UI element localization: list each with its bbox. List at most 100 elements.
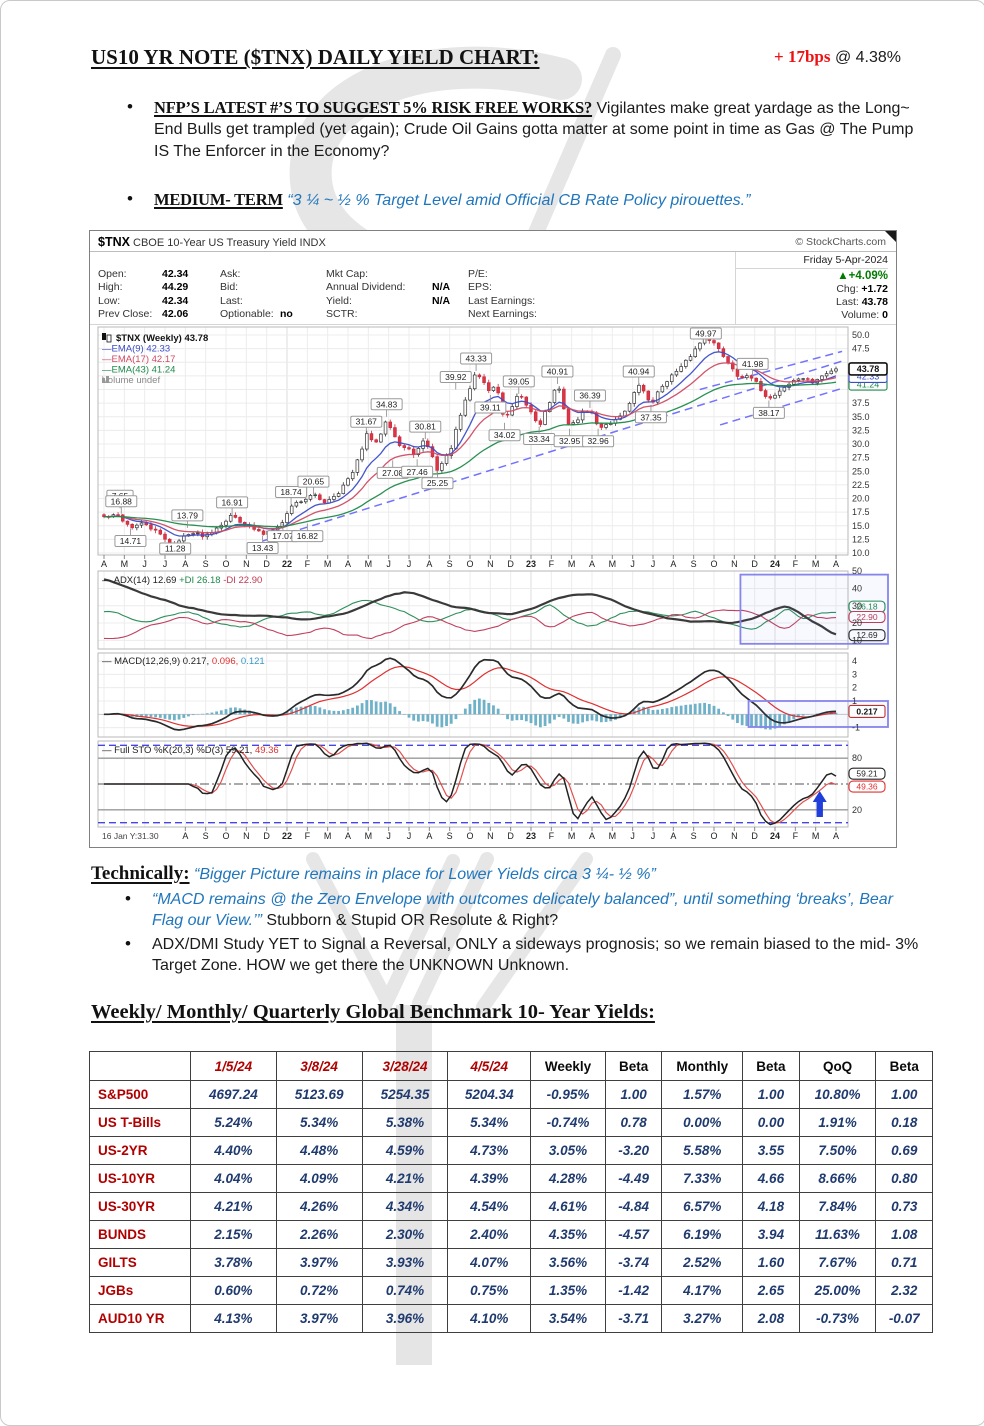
svg-text:16 Jan Y:31.30: 16 Jan Y:31.30: [102, 831, 159, 841]
svg-text:41.98: 41.98: [742, 359, 764, 369]
svg-text:J: J: [142, 559, 147, 569]
quote-value: [562, 281, 735, 294]
svg-text:39.05: 39.05: [508, 376, 530, 386]
volume-line: Volume: 0: [736, 309, 888, 322]
svg-text:A: A: [345, 559, 351, 569]
quote-value: N/A: [432, 295, 468, 308]
svg-text:13.43: 13.43: [252, 543, 274, 553]
svg-text:M: M: [121, 559, 129, 569]
table-cell: 0.69: [876, 1137, 933, 1165]
svg-text:M: M: [812, 559, 820, 569]
quote-value: [432, 268, 468, 281]
svg-text:23: 23: [526, 559, 536, 569]
svg-text:59.21: 59.21: [856, 769, 878, 779]
svg-text:20.65: 20.65: [303, 477, 325, 487]
quote-label: Open:: [98, 268, 162, 281]
quote-value: N/A: [432, 281, 468, 294]
svg-text:24: 24: [770, 831, 780, 841]
svg-text:49.36: 49.36: [856, 782, 878, 792]
svg-text:M: M: [812, 831, 820, 841]
svg-text:33.34: 33.34: [528, 434, 550, 444]
row-label: JGBs: [90, 1277, 191, 1305]
svg-text:35.0: 35.0: [852, 412, 870, 422]
table-cell: 2.52%: [662, 1249, 743, 1277]
table-cell: 1.08: [876, 1221, 933, 1249]
svg-text:J: J: [630, 559, 635, 569]
svg-text:A: A: [182, 559, 188, 569]
table-cell: 11.63%: [799, 1221, 876, 1249]
table-cell: 5.24%: [190, 1109, 276, 1137]
current-yield: @ 4.38%: [831, 49, 902, 66]
table-cell: 7.33%: [662, 1165, 743, 1193]
table-cell: 4.17%: [662, 1277, 743, 1305]
svg-text:F: F: [549, 559, 555, 569]
yields-column-header: Beta: [876, 1052, 933, 1081]
row-label: AUD10 YR: [90, 1305, 191, 1333]
svg-text:O: O: [222, 559, 229, 569]
svg-text:J: J: [386, 831, 391, 841]
svg-text:37.35: 37.35: [640, 412, 662, 422]
table-cell: -0.74%: [531, 1109, 606, 1137]
svg-text:J: J: [651, 831, 656, 841]
table-cell: 4.09%: [276, 1165, 362, 1193]
up-triangle-icon: ▲: [837, 270, 848, 282]
svg-text:J: J: [407, 831, 412, 841]
svg-text:M: M: [365, 559, 373, 569]
row-label: US T-Bills: [90, 1109, 191, 1137]
table-cell: 4.13%: [190, 1305, 276, 1333]
svg-text:— Full STO %K(20,3) %D(3) 59.2: — Full STO %K(20,3) %D(3) 59.21, 49.36: [102, 745, 279, 756]
svg-text:17.07: 17.07: [272, 531, 294, 541]
svg-text:A: A: [670, 831, 676, 841]
bullet-nfp: NFP’S LATEST #’S TO SUGGEST 5% RISK FREE…: [121, 97, 929, 162]
svg-text:F: F: [793, 559, 799, 569]
svg-text:O: O: [466, 559, 473, 569]
stockcharts-credit: © StockCharts.com: [795, 236, 886, 248]
svg-text:M: M: [568, 831, 576, 841]
quote-label: Yield:: [326, 295, 432, 308]
table-cell: 0.72%: [276, 1277, 362, 1305]
svg-text:J: J: [407, 559, 412, 569]
yields-table-heading: Weekly/ Monthly/ Quarterly Global Benchm…: [91, 1001, 655, 1024]
svg-text:22.5: 22.5: [852, 480, 870, 490]
table-cell: 25.00%: [799, 1277, 876, 1305]
svg-text:36.39: 36.39: [579, 391, 601, 401]
bullet-medium-term-lead: MEDIUM- TERM: [154, 190, 283, 209]
quote-label: P/E:: [468, 268, 562, 281]
svg-text:S: S: [203, 831, 209, 841]
svg-text:27.46: 27.46: [406, 467, 428, 477]
svg-text:27.5: 27.5: [852, 453, 870, 463]
svg-text:D: D: [507, 831, 514, 841]
table-cell: 2.15%: [190, 1221, 276, 1249]
row-label: US-10YR: [90, 1165, 191, 1193]
table-cell: 0.80: [876, 1165, 933, 1193]
page-title: US10 YR NOTE ($TNX) DAILY YIELD CHART:: [91, 45, 539, 69]
svg-text:10.0: 10.0: [852, 548, 870, 558]
table-cell: 0.74%: [362, 1277, 448, 1305]
table-cell: 2.08: [743, 1305, 800, 1333]
svg-text:S: S: [447, 831, 453, 841]
bullet-medium-term: MEDIUM- TERM “3 ¼ ~ ½ % Target Level ami…: [121, 189, 929, 211]
svg-text:D: D: [263, 831, 270, 841]
svg-text:A: A: [182, 831, 188, 841]
yields-column-header: 4/5/24: [448, 1052, 531, 1081]
svg-text:32.96: 32.96: [587, 436, 609, 446]
svg-text:Volume undef: Volume undef: [102, 375, 160, 386]
svg-text:A: A: [589, 831, 595, 841]
quote-value: [562, 295, 735, 308]
svg-text:40.94: 40.94: [628, 367, 650, 377]
svg-text:J: J: [386, 559, 391, 569]
technically-section: Technically: “Bigger Picture remains in …: [91, 861, 891, 886]
table-cell: 4.21%: [362, 1165, 448, 1193]
svg-text:F: F: [305, 559, 311, 569]
svg-text:N: N: [243, 831, 250, 841]
quote-label: EPS:: [468, 281, 562, 294]
chart-symbol: $TNX: [98, 235, 130, 249]
svg-text:— ADX(14) 12.69 +DI 26.18 -DI: — ADX(14) 12.69 +DI 26.18 -DI 22.90: [102, 575, 262, 586]
bullet-medium-term-quote: “3 ¼ ~ ½ % Target Level amid Official CB…: [283, 192, 751, 209]
table-cell: 1.91%: [799, 1109, 876, 1137]
